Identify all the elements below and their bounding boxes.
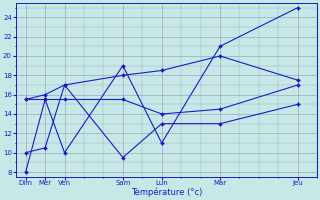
X-axis label: Température (°c): Température (°c) (131, 188, 202, 197)
